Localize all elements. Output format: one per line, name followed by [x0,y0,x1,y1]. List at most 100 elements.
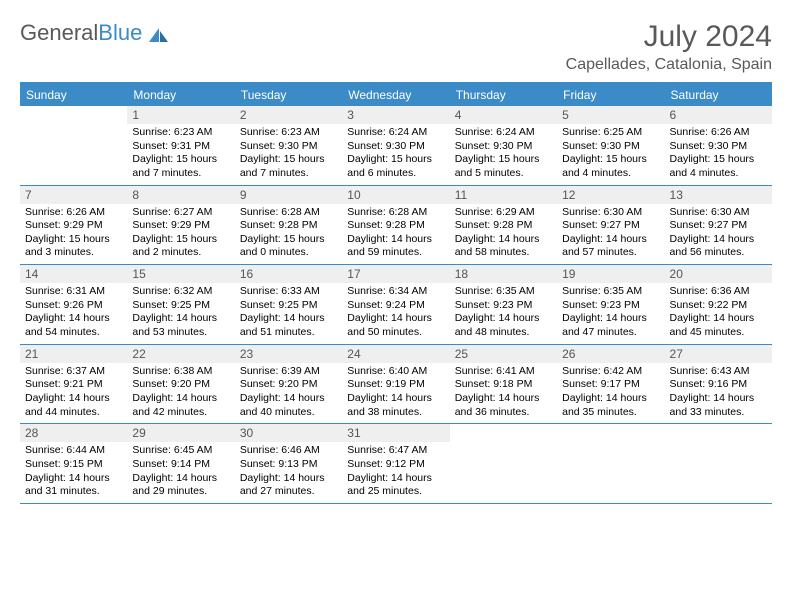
calendar-day-cell: 6Sunrise: 6:26 AMSunset: 9:30 PMDaylight… [665,106,772,185]
calendar-day-cell: 12Sunrise: 6:30 AMSunset: 9:27 PMDayligh… [557,186,664,265]
daylight-line: Daylight: 15 hours and 6 minutes. [347,153,444,180]
sunrise-line: Sunrise: 6:30 AM [670,206,767,220]
day-number: 29 [127,424,234,442]
sunrise-line: Sunrise: 6:34 AM [347,285,444,299]
sunset-line: Sunset: 9:30 PM [240,140,337,154]
day-info: Sunrise: 6:44 AMSunset: 9:15 PMDaylight:… [25,444,122,499]
weekday-header: Monday [127,84,234,106]
calendar-day-cell: 19Sunrise: 6:35 AMSunset: 9:23 PMDayligh… [557,265,664,344]
sunset-line: Sunset: 9:28 PM [347,219,444,233]
day-number: 21 [20,345,127,363]
daylight-line: Daylight: 14 hours and 35 minutes. [562,392,659,419]
calendar-empty-cell [557,424,664,503]
location-subtitle: Capellades, Catalonia, Spain [566,56,772,74]
day-info: Sunrise: 6:30 AMSunset: 9:27 PMDaylight:… [562,206,659,261]
sunset-line: Sunset: 9:16 PM [670,378,767,392]
day-number: 15 [127,265,234,283]
sunset-line: Sunset: 9:30 PM [562,140,659,154]
day-number: 8 [127,186,234,204]
day-number: 14 [20,265,127,283]
calendar-grid: SundayMondayTuesdayWednesdayThursdayFrid… [20,82,772,504]
day-info: Sunrise: 6:34 AMSunset: 9:24 PMDaylight:… [347,285,444,340]
calendar-empty-cell [665,424,772,503]
brand-part1: General [20,20,98,46]
calendar-day-cell: 15 Sunrise: 6:32 AMSunset: 9:25 PMDayligh… [127,265,234,344]
calendar-day-cell: 23Sunrise: 6:39 AMSunset: 9:20 PMDayligh… [235,345,342,424]
calendar-week-row: 1Sunrise: 6:23 AMSunset: 9:31 PMDaylight… [20,106,772,186]
calendar-day-cell: 31Sunrise: 6:47 AMSunset: 9:12 PMDayligh… [342,424,449,503]
daylight-line: Daylight: 15 hours and 3 minutes. [25,233,122,260]
day-info: Sunrise: 6:36 AMSunset: 9:22 PMDaylight:… [670,285,767,340]
day-number: 22 [127,345,234,363]
day-number: 28 [20,424,127,442]
calendar-day-cell: 3Sunrise: 6:24 AMSunset: 9:30 PMDaylight… [342,106,449,185]
title-block: July 2024 Capellades, Catalonia, Spain [566,20,772,74]
sunset-line: Sunset: 9:30 PM [455,140,552,154]
sunset-line: Sunset: 9:14 PM [132,458,229,472]
sunset-line: Sunset: 9:18 PM [455,378,552,392]
day-info: Sunrise: 6:47 AMSunset: 9:12 PMDaylight:… [347,444,444,499]
calendar-day-cell: 5Sunrise: 6:25 AMSunset: 9:30 PMDaylight… [557,106,664,185]
page-header: GeneralBlue July 2024 Capellades, Catalo… [20,20,772,74]
day-number: 27 [665,345,772,363]
daylight-line: Daylight: 14 hours and 54 minutes. [25,312,122,339]
sunset-line: Sunset: 9:28 PM [455,219,552,233]
daylight-line: Daylight: 15 hours and 5 minutes. [455,153,552,180]
calendar-day-cell: 21 Sunrise: 6:37 AMSunset: 9:21 PMDayligh… [20,345,127,424]
day-info: Sunrise: 6:32 AMSunset: 9:25 PMDaylight:… [132,285,229,340]
sunset-line: Sunset: 9:23 PM [455,299,552,313]
sunrise-line: Sunrise: 6:35 AM [455,285,552,299]
calendar-day-cell: 10Sunrise: 6:28 AMSunset: 9:28 PMDayligh… [342,186,449,265]
sunset-line: Sunset: 9:30 PM [347,140,444,154]
day-number: 11 [450,186,557,204]
daylight-line: Daylight: 15 hours and 7 minutes. [132,153,229,180]
sunrise-line: Sunrise: 6:23 AM [240,126,337,140]
calendar-day-cell: 8Sunrise: 6:27 AMSunset: 9:29 PMDaylight… [127,186,234,265]
calendar-week-row: 14Sunrise: 6:31 AMSunset: 9:26 PMDayligh… [20,265,772,345]
day-number: 16 [235,265,342,283]
day-number: 10 [342,186,449,204]
sunrise-line: Sunrise: 6:26 AM [25,206,122,220]
daylight-line: Daylight: 15 hours and 4 minutes. [562,153,659,180]
sunrise-line: Sunrise: 6:44 AM [25,444,122,458]
sunrise-line: Sunrise: 6:31 AM [25,285,122,299]
day-info: Sunrise: 6:38 AMSunset: 9:20 PMDaylight:… [132,365,229,420]
sunrise-line: Sunrise: 6:23 AM [132,126,229,140]
calendar-day-cell: 9Sunrise: 6:28 AMSunset: 9:28 PMDaylight… [235,186,342,265]
calendar-day-cell: 26Sunrise: 6:42 AMSunset: 9:17 PMDayligh… [557,345,664,424]
sunset-line: Sunset: 9:27 PM [562,219,659,233]
weekday-header: Sunday [20,84,127,106]
calendar-day-cell: 27Sunrise: 6:43 AMSunset: 9:16 PMDayligh… [665,345,772,424]
sunrise-line: Sunrise: 6:35 AM [562,285,659,299]
calendar-day-cell: 20 Sunrise: 6:36 AMSunset: 9:22 PMDayligh… [665,265,772,344]
daylight-line: Daylight: 14 hours and 48 minutes. [455,312,552,339]
calendar-day-cell: 28 Sunrise: 6:44 AMSunset: 9:15 PMDayligh… [20,424,127,503]
calendar-week-row: 21 Sunrise: 6:37 AMSunset: 9:21 PMDayligh… [20,345,772,425]
sunset-line: Sunset: 9:27 PM [670,219,767,233]
day-info: Sunrise: 6:29 AMSunset: 9:28 PMDaylight:… [455,206,552,261]
daylight-line: Daylight: 14 hours and 29 minutes. [132,472,229,499]
weekday-header: Saturday [665,84,772,106]
calendar-day-cell: 4Sunrise: 6:24 AMSunset: 9:30 PMDaylight… [450,106,557,185]
day-number: 24 [342,345,449,363]
day-number: 20 [665,265,772,283]
day-number: 13 [665,186,772,204]
daylight-line: Daylight: 15 hours and 0 minutes. [240,233,337,260]
day-number: 17 [342,265,449,283]
calendar-week-row: 28 Sunrise: 6:44 AMSunset: 9:15 PMDayligh… [20,424,772,504]
calendar-day-cell: 1Sunrise: 6:23 AMSunset: 9:31 PMDaylight… [127,106,234,185]
sunset-line: Sunset: 9:12 PM [347,458,444,472]
daylight-line: Daylight: 14 hours and 59 minutes. [347,233,444,260]
sunrise-line: Sunrise: 6:42 AM [562,365,659,379]
sunset-line: Sunset: 9:19 PM [347,378,444,392]
daylight-line: Daylight: 14 hours and 40 minutes. [240,392,337,419]
month-title: July 2024 [566,20,772,54]
brand-part2: Blue [98,20,142,46]
day-info: Sunrise: 6:26 AMSunset: 9:29 PMDaylight:… [25,206,122,261]
sunrise-line: Sunrise: 6:47 AM [347,444,444,458]
day-info: Sunrise: 6:23 AMSunset: 9:30 PMDaylight:… [240,126,337,181]
sunset-line: Sunset: 9:17 PM [562,378,659,392]
day-info: Sunrise: 6:37 AMSunset: 9:21 PMDaylight:… [25,365,122,420]
day-info: Sunrise: 6:40 AMSunset: 9:19 PMDaylight:… [347,365,444,420]
weekday-header: Wednesday [342,84,449,106]
